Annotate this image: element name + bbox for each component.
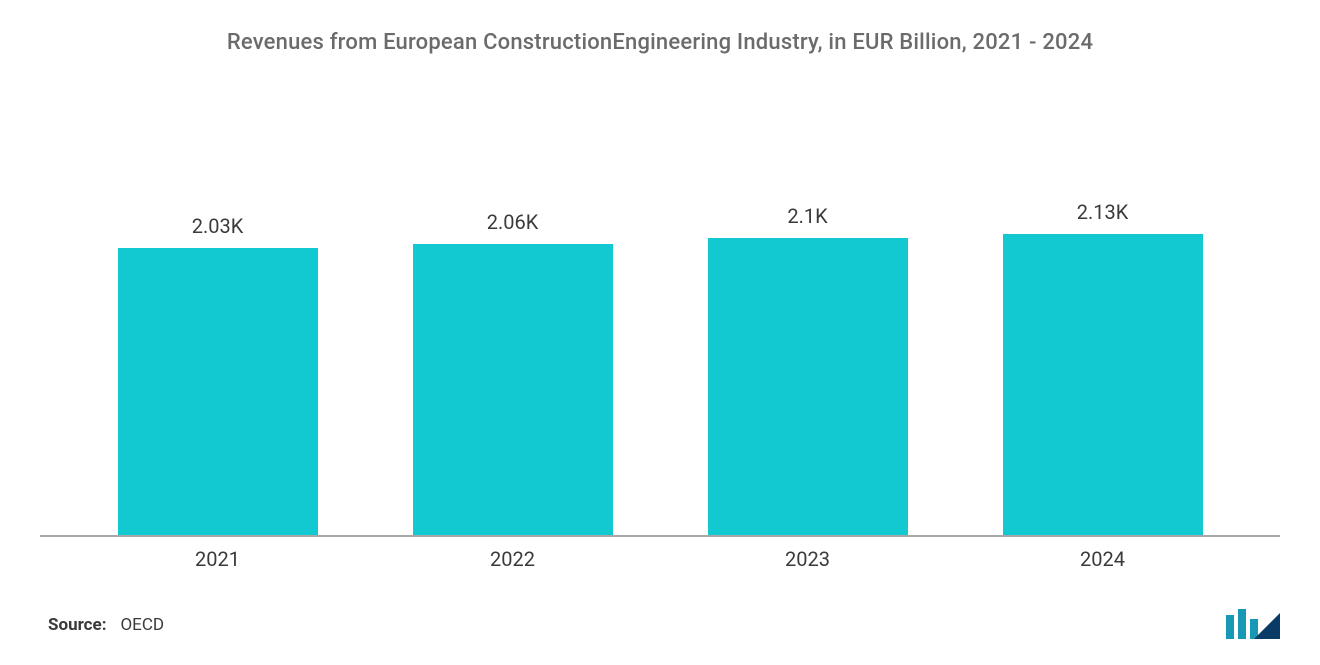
- bars-row: 2.03K 2.06K 2.1K 2.13K: [40, 65, 1280, 535]
- bar-group: 2.1K: [708, 204, 908, 535]
- source-value: OECD: [120, 615, 164, 635]
- x-axis-labels: 2021 2022 2023 2024: [40, 535, 1280, 571]
- chart-title: Revenues from European ConstructionEngin…: [40, 30, 1280, 55]
- brand-logo: [1224, 605, 1280, 641]
- x-label: 2022: [413, 547, 613, 571]
- x-axis-line: [40, 535, 1280, 537]
- bar-group: 2.03K: [118, 214, 318, 535]
- value-label: 2.03K: [192, 214, 244, 238]
- mordor-logo-icon: [1224, 605, 1280, 641]
- x-label: 2023: [708, 547, 908, 571]
- chart-container: Revenues from European ConstructionEngin…: [0, 0, 1320, 665]
- x-label: 2021: [118, 547, 318, 571]
- x-label: 2024: [1003, 547, 1203, 571]
- bar-2024: [1003, 234, 1203, 535]
- bar-2023: [708, 238, 908, 535]
- value-label: 2.1K: [787, 204, 827, 228]
- bar-2022: [413, 244, 613, 535]
- plot-area: 2.03K 2.06K 2.1K 2.13K: [40, 65, 1280, 535]
- value-label: 2.13K: [1077, 200, 1129, 224]
- value-label: 2.06K: [487, 210, 539, 234]
- bar-group: 2.13K: [1003, 200, 1203, 535]
- source-footer: Source: OECD: [48, 615, 164, 635]
- source-label: Source:: [48, 615, 106, 635]
- bar-2021: [118, 248, 318, 535]
- bar-group: 2.06K: [413, 210, 613, 535]
